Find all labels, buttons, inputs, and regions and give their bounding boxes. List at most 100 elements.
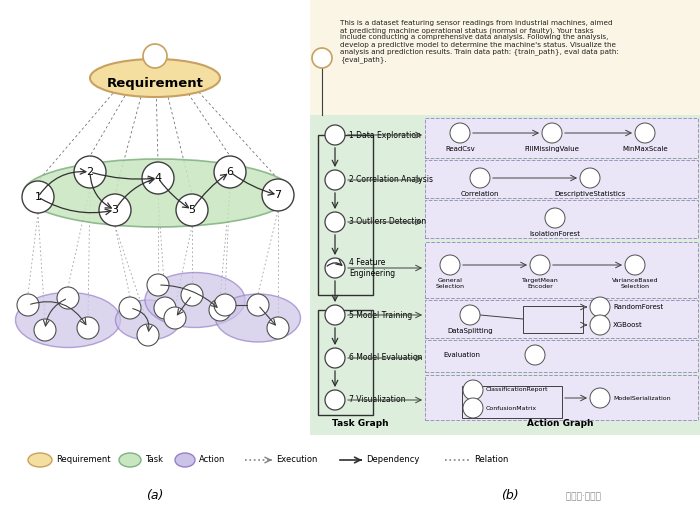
Ellipse shape bbox=[175, 453, 195, 467]
Circle shape bbox=[525, 345, 545, 365]
Text: 3 Outliers Detection: 3 Outliers Detection bbox=[349, 218, 426, 226]
Text: Evaluation: Evaluation bbox=[443, 352, 480, 358]
Circle shape bbox=[99, 194, 131, 226]
Circle shape bbox=[325, 348, 345, 368]
Circle shape bbox=[325, 390, 345, 410]
Text: TargetMean
Encoder: TargetMean Encoder bbox=[522, 278, 559, 289]
Text: ConfusionMatrix: ConfusionMatrix bbox=[486, 405, 537, 411]
Circle shape bbox=[450, 123, 470, 143]
Circle shape bbox=[312, 48, 332, 68]
Text: Action Graph: Action Graph bbox=[526, 419, 594, 428]
Text: Execution: Execution bbox=[276, 456, 317, 464]
Text: This is a dataset featuring sensor readings from industrial machines, aimed
at p: This is a dataset featuring sensor readi… bbox=[340, 20, 619, 63]
Text: 公众号·量子位: 公众号·量子位 bbox=[560, 493, 601, 502]
Ellipse shape bbox=[216, 294, 300, 342]
Text: Action: Action bbox=[199, 456, 225, 464]
Circle shape bbox=[119, 297, 141, 319]
Text: FillMissingValue: FillMissingValue bbox=[524, 146, 580, 152]
Circle shape bbox=[590, 315, 610, 335]
Text: 4 Feature
Engineering: 4 Feature Engineering bbox=[349, 258, 395, 278]
Text: 5 Model Training: 5 Model Training bbox=[349, 311, 412, 320]
Circle shape bbox=[34, 319, 56, 341]
Circle shape bbox=[440, 255, 460, 275]
Circle shape bbox=[463, 398, 483, 418]
Circle shape bbox=[142, 162, 174, 194]
Text: ClassificationReport: ClassificationReport bbox=[486, 388, 549, 392]
Text: DataSplitting: DataSplitting bbox=[447, 328, 493, 334]
Text: Requirement: Requirement bbox=[106, 76, 204, 89]
FancyBboxPatch shape bbox=[310, 0, 700, 115]
Circle shape bbox=[137, 324, 159, 346]
Text: (b): (b) bbox=[501, 488, 519, 502]
Circle shape bbox=[247, 294, 269, 316]
Circle shape bbox=[530, 255, 550, 275]
Text: 4: 4 bbox=[155, 173, 162, 183]
Circle shape bbox=[635, 123, 655, 143]
Circle shape bbox=[57, 287, 79, 309]
FancyBboxPatch shape bbox=[425, 200, 698, 238]
Ellipse shape bbox=[119, 453, 141, 467]
Ellipse shape bbox=[145, 272, 245, 327]
Text: RandomForest: RandomForest bbox=[613, 304, 663, 310]
Circle shape bbox=[325, 212, 345, 232]
Circle shape bbox=[17, 294, 39, 316]
Circle shape bbox=[542, 123, 562, 143]
Circle shape bbox=[325, 305, 345, 325]
Text: Correlation: Correlation bbox=[461, 191, 499, 197]
Text: XGBoost: XGBoost bbox=[613, 322, 643, 328]
Text: Task Graph: Task Graph bbox=[332, 419, 389, 428]
Circle shape bbox=[463, 380, 483, 400]
Ellipse shape bbox=[28, 453, 52, 467]
Circle shape bbox=[176, 194, 208, 226]
Text: 2: 2 bbox=[86, 167, 94, 177]
Circle shape bbox=[147, 274, 169, 296]
Text: Task: Task bbox=[145, 456, 163, 464]
Circle shape bbox=[262, 179, 294, 211]
Text: MinMaxScale: MinMaxScale bbox=[622, 146, 668, 152]
Text: 7: 7 bbox=[274, 190, 281, 200]
Text: DescriptiveStatistics: DescriptiveStatistics bbox=[554, 191, 626, 197]
Text: 5: 5 bbox=[188, 205, 195, 215]
Text: ReadCsv: ReadCsv bbox=[445, 146, 475, 152]
Circle shape bbox=[267, 317, 289, 339]
Text: VarianceBased
Selection: VarianceBased Selection bbox=[612, 278, 658, 289]
FancyBboxPatch shape bbox=[425, 300, 698, 338]
Text: (a): (a) bbox=[146, 488, 164, 502]
Circle shape bbox=[625, 255, 645, 275]
Text: 1: 1 bbox=[34, 192, 41, 202]
Text: 7 Visualization: 7 Visualization bbox=[349, 395, 405, 404]
Text: Relation: Relation bbox=[474, 456, 508, 464]
FancyBboxPatch shape bbox=[425, 242, 698, 298]
Ellipse shape bbox=[116, 300, 181, 340]
Text: 3: 3 bbox=[111, 205, 118, 215]
Circle shape bbox=[181, 284, 203, 306]
FancyBboxPatch shape bbox=[425, 340, 698, 372]
Circle shape bbox=[325, 125, 345, 145]
Circle shape bbox=[22, 181, 54, 213]
Circle shape bbox=[470, 168, 490, 188]
FancyBboxPatch shape bbox=[425, 118, 698, 158]
Ellipse shape bbox=[15, 292, 120, 347]
Text: ModelSerialization: ModelSerialization bbox=[613, 395, 671, 401]
Text: Requirement: Requirement bbox=[56, 456, 111, 464]
Circle shape bbox=[164, 307, 186, 329]
Circle shape bbox=[209, 299, 231, 321]
Circle shape bbox=[325, 258, 345, 278]
Ellipse shape bbox=[23, 159, 293, 227]
Text: 2 Correlation Analysis: 2 Correlation Analysis bbox=[349, 176, 433, 185]
Text: 6: 6 bbox=[227, 167, 234, 177]
Circle shape bbox=[214, 294, 236, 316]
Ellipse shape bbox=[90, 59, 220, 97]
Circle shape bbox=[590, 388, 610, 408]
Text: IsolationForest: IsolationForest bbox=[529, 231, 580, 237]
Circle shape bbox=[325, 170, 345, 190]
Circle shape bbox=[590, 297, 610, 317]
Circle shape bbox=[545, 208, 565, 228]
Circle shape bbox=[460, 305, 480, 325]
FancyBboxPatch shape bbox=[425, 375, 698, 420]
FancyBboxPatch shape bbox=[425, 160, 698, 198]
Text: 1 Data Exploration: 1 Data Exploration bbox=[349, 131, 421, 140]
FancyBboxPatch shape bbox=[0, 0, 310, 435]
Text: 6 Model Evaluation: 6 Model Evaluation bbox=[349, 354, 422, 362]
FancyBboxPatch shape bbox=[310, 115, 700, 435]
